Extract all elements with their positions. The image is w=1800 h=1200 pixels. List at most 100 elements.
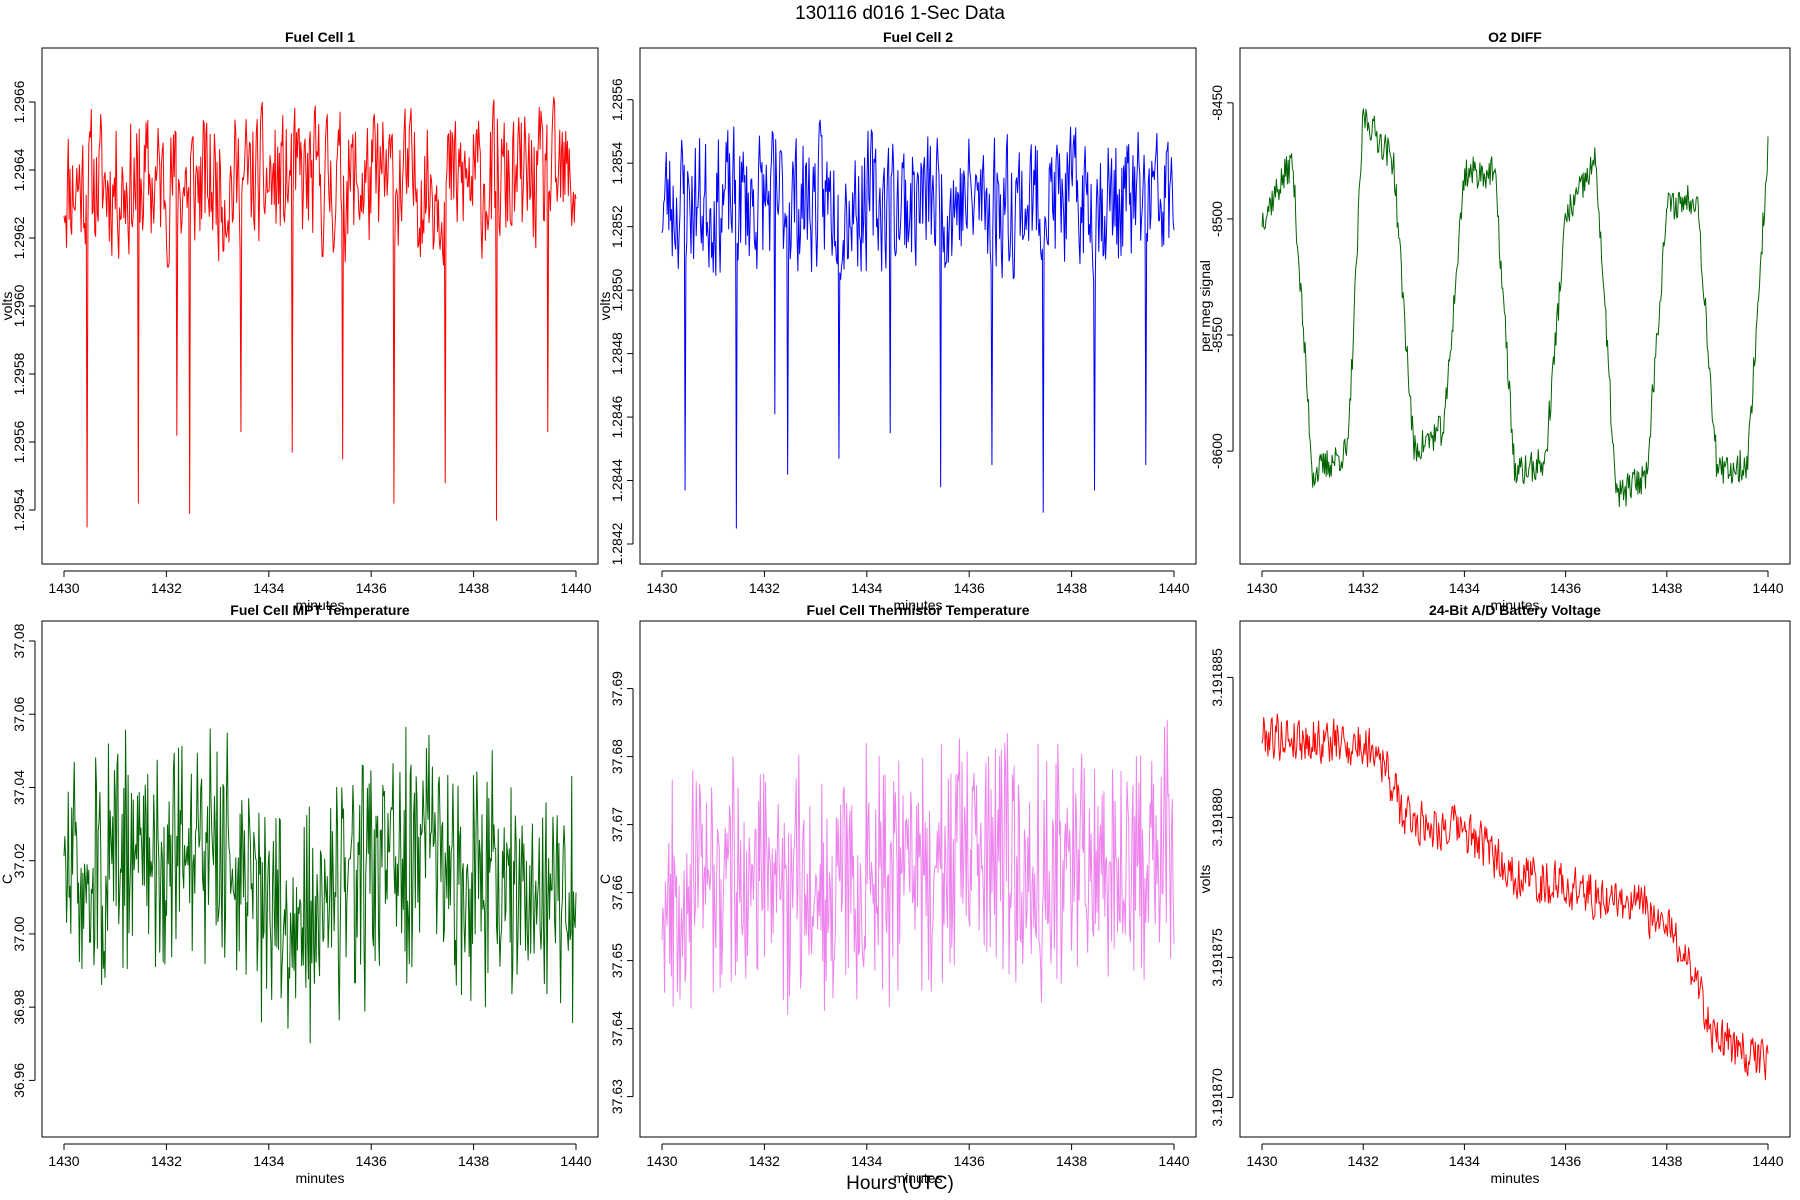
y-axis: 1.2842 1.2844 1.2846 1.2848 1.2850 1.2852 1.28… [597,78,634,565]
panel-title: Fuel Cell Thermistor Temperature [806,602,1029,618]
y-tick-label: 1.2842 [609,522,625,565]
plot-frame [639,620,1197,1138]
y-tick-label: 3.191880 [1209,788,1225,847]
x-tick-label: 1440 [1158,580,1189,596]
panels: Fuel Cell 1 1430 1432 1434 1436 1438 1440 minut… [0,29,1791,1186]
x-tick-label: 1438 [1651,1153,1682,1169]
x-axis: 1430 1432 1434 1436 1438 1440 minutes [646,1143,1190,1186]
x-axis-label: minutes [1490,1170,1539,1186]
x-tick-label: 1438 [1651,580,1682,596]
y-tick-label: -8550 [1209,317,1225,353]
y-tick-label: 37.65 [609,943,625,978]
x-tick-label: 1436 [954,580,985,596]
plot-frame [1239,620,1791,1138]
x-tick-label: 1430 [1246,580,1277,596]
x-tick-label: 1430 [646,580,677,596]
y-tick-label: 37.08 [11,623,27,658]
y-axis-label: volts [0,292,15,321]
x-tick-label: 1432 [749,580,780,596]
y-tick-label: 1.2954 [11,488,27,531]
y-tick-label: 1.2844 [609,459,625,502]
chart-panel-2: Fuel Cell 2 1430 1432 1434 1436 1438 1440 minut… [597,29,1197,613]
series-line-1 [661,719,1175,1015]
x-tick-label: 1438 [1056,580,1087,596]
x-axis: 1430 1432 1434 1436 1438 1440 minutes [1246,570,1784,613]
x-axis-label: minutes [295,597,344,613]
y-tick-label: 37.06 [11,697,27,732]
y-tick-label: 1.2962 [11,216,27,259]
y-axis: -8600 -8550 -8500 -8450 per meg signal [1197,85,1234,469]
x-tick-label: 1440 [1752,580,1783,596]
x-axis-label: minutes [893,1170,942,1186]
y-tick-label: 37.67 [609,807,625,842]
x-tick-label: 1434 [851,580,882,596]
x-tick-label: 1440 [1752,1153,1783,1169]
y-tick-label: 37.69 [609,671,625,706]
x-tick-label: 1436 [954,1153,985,1169]
x-axis: 1430 1432 1434 1436 1438 1440 minutes [1246,1143,1784,1186]
y-axis-label: per meg signal [1197,260,1213,352]
y-tick-label: 3.191870 [1209,1068,1225,1127]
y-axis: 3.191870 3.191875 3.191880 3.191885 volts [1197,648,1234,1127]
y-tick-label: -8600 [1209,433,1225,469]
y-tick-label: 37.04 [11,770,27,805]
panel-title: Fuel Cell 2 [883,29,953,45]
x-tick-label: 1432 [1348,580,1379,596]
y-axis: 36.96 36.98 37.00 37.02 37.04 37.06 37.08 C [0,623,36,1098]
panel-title: Fuel Cell MPT Temperature [230,602,410,618]
panel-title: O2 DIFF [1488,29,1542,45]
y-tick-label: 1.2848 [609,332,625,375]
x-tick-label: 1430 [1246,1153,1277,1169]
figure-xlabel: Hours (UTC) [846,1173,954,1194]
y-tick-label: 37.66 [609,875,625,910]
x-tick-label: 1438 [458,580,489,596]
series-line-1 [63,96,577,528]
y-tick-label: 1.2958 [11,352,27,395]
plot-frame [41,620,599,1138]
y-axis-label: C [597,874,613,884]
x-tick-label: 1430 [646,1153,677,1169]
y-tick-label: 1.2960 [11,284,27,327]
x-tick-label: 1440 [560,580,591,596]
x-axis: 1430 1432 1434 1436 1438 1440 minutes [646,570,1190,613]
y-axis-label: volts [1197,865,1213,894]
x-tick-label: 1440 [1158,1153,1189,1169]
y-tick-label: 1.2956 [11,420,27,463]
y-tick-label: -8450 [1209,85,1225,121]
y-tick-label: 3.191875 [1209,928,1225,987]
y-tick-label: 37.68 [609,739,625,774]
x-tick-label: 1438 [1056,1153,1087,1169]
x-tick-label: 1430 [48,1153,79,1169]
x-axis-label: minutes [1490,597,1539,613]
x-tick-label: 1440 [560,1153,591,1169]
x-tick-label: 1434 [1449,1153,1480,1169]
y-tick-label: 36.98 [11,989,27,1024]
x-tick-label: 1436 [1550,1153,1581,1169]
figure-title: 130116 d016 1-Sec Data [795,3,1005,24]
series-line-1 [63,726,577,1044]
x-axis: 1430 1432 1434 1436 1438 1440 minutes [48,570,592,613]
y-axis: 37.63 37.64 37.65 37.66 37.67 37.68 37.69 C [597,671,634,1114]
y-tick-label: 37.00 [11,916,27,951]
x-tick-label: 1436 [356,580,387,596]
y-tick-label: 1.2852 [609,205,625,248]
y-tick-label: 1.2856 [609,78,625,121]
y-tick-label: 37.64 [609,1011,625,1046]
x-axis-label: minutes [893,597,942,613]
chart-panel-3: O2 DIFF 1430 1432 1434 1436 1438 1440 minutes -8… [1197,29,1791,613]
plot-frame [1239,47,1791,565]
y-tick-label: -8500 [1209,201,1225,237]
series-line-1 [1261,713,1769,1081]
x-tick-label: 1438 [458,1153,489,1169]
x-tick-label: 1434 [1449,580,1480,596]
x-tick-label: 1436 [1550,580,1581,596]
chart-panel-1: Fuel Cell 1 1430 1432 1434 1436 1438 1440 minut… [0,29,599,613]
y-axis-label: C [0,874,15,884]
x-axis: 1430 1432 1434 1436 1438 1440 minutes [48,1143,592,1186]
chart-panel-5: Fuel Cell Thermistor Temperature 1430 1432… [597,602,1197,1186]
panel-title: Fuel Cell 1 [285,29,355,45]
y-tick-label: 1.2854 [609,142,625,185]
y-tick-label: 3.191885 [1209,648,1225,707]
